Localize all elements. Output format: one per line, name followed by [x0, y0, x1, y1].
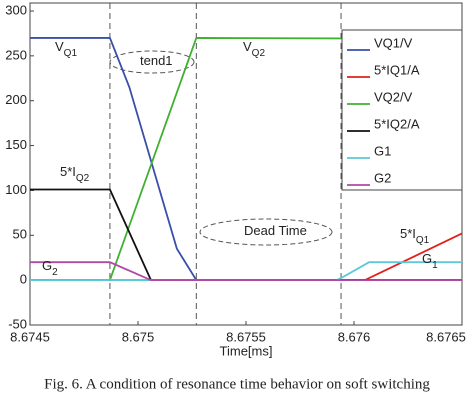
x-tick-label: 8.675: [122, 329, 155, 344]
legend-label: 5*IQ2/A: [374, 116, 420, 131]
annotation: G1: [422, 251, 438, 270]
caption: Fig. 6. A condition of resonance time be…: [44, 376, 430, 392]
y-tick-label: 250: [5, 47, 27, 62]
annotation-text: tend1: [140, 53, 173, 68]
annotation-sub: Q1: [64, 48, 78, 59]
annotation: G2: [42, 258, 58, 277]
y-tick-label: 0: [20, 272, 27, 287]
annotation-text: 5*I: [60, 164, 76, 179]
annotation-ellipse: [199, 218, 333, 246]
annotation: 5*IQ1: [400, 226, 430, 245]
annotation: Dead Time: [244, 223, 307, 238]
x-tick-label: 8.6745: [10, 329, 50, 344]
annotation-text: Dead Time: [244, 223, 307, 238]
annotation: VQ2: [243, 39, 265, 58]
annotation-text: G: [422, 251, 432, 266]
annotation-sub: 1: [432, 260, 438, 271]
annotation-text: V: [55, 39, 64, 54]
annotation-ellipse: [109, 50, 195, 74]
x-axis-label: Time[ms]: [220, 343, 273, 358]
x-tick-label: 8.676: [338, 329, 371, 344]
legend-box: [341, 29, 463, 191]
annotation: tend1: [140, 53, 173, 68]
legend-label: 5*IQ1/A: [374, 62, 420, 77]
y-tick-label: 100: [5, 182, 27, 197]
annotation-text: G: [42, 258, 52, 273]
y-tick-label: 200: [5, 92, 27, 107]
y-tick-label: 150: [5, 137, 27, 152]
annotation-sub: Q2: [76, 173, 90, 184]
annotation-text: 5*I: [400, 226, 416, 241]
legend-label: G1: [374, 143, 391, 158]
annotation-sub: Q2: [252, 48, 266, 59]
y-tick-label: 300: [5, 2, 27, 17]
legend-label: VQ2/V: [374, 89, 413, 104]
legend-label: VQ1/V: [374, 35, 413, 50]
annotation: 5*IQ2: [60, 164, 90, 183]
annotation: VQ1: [55, 39, 77, 58]
annotation-sub: Q1: [416, 235, 430, 246]
annotation-text: V: [243, 39, 252, 54]
x-tick-label: 8.6755: [226, 329, 266, 344]
legend-label: G2: [374, 170, 391, 185]
annotation-sub: 2: [52, 267, 58, 278]
series-line: [30, 261, 462, 282]
y-tick-label: -50: [8, 316, 27, 331]
y-tick-label: 50: [13, 227, 27, 242]
x-tick-label: 8.6765: [426, 329, 466, 344]
